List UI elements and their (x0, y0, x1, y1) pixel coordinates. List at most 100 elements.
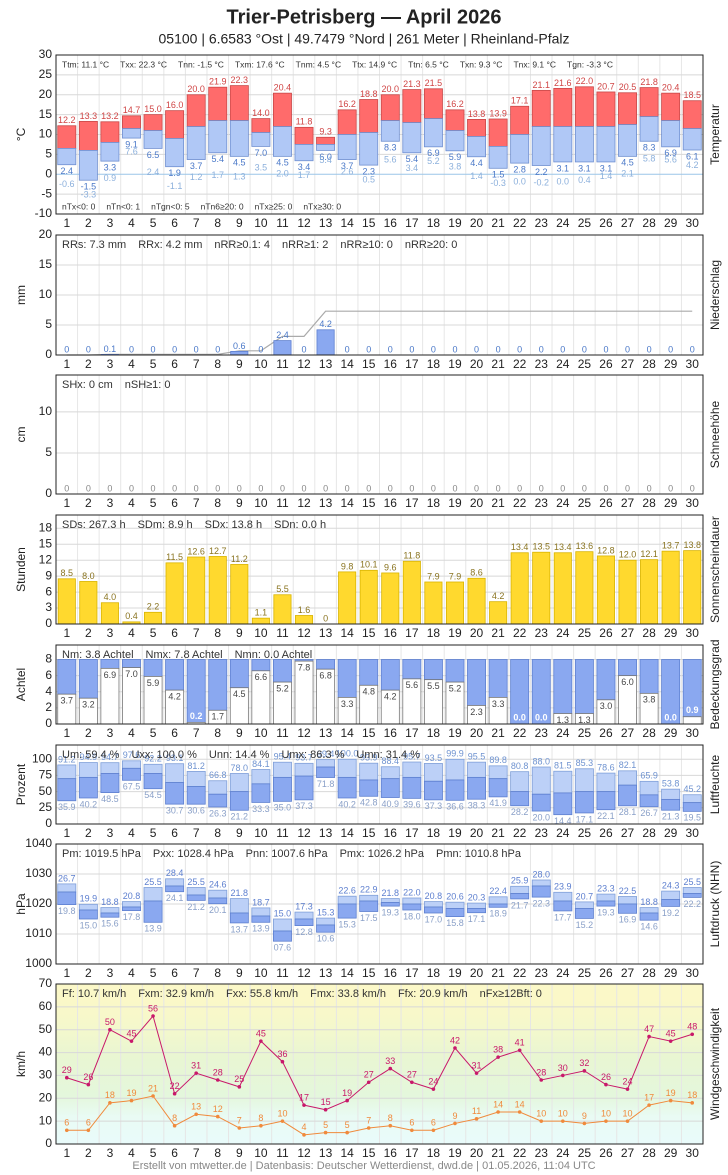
point (539, 1119, 544, 1123)
value-label: 9 (582, 1111, 587, 1121)
stat: nTx≥25: 0 (255, 201, 293, 211)
high-label: 20.7 (576, 891, 594, 901)
x-tick-label: 6 (171, 357, 178, 371)
lower-bar (208, 793, 228, 808)
high-label: 21.6 (554, 78, 572, 88)
low-label: 18.0 (403, 911, 421, 921)
stat: Nm: 3.8 Achtel (62, 649, 134, 661)
x-tick-label: 12 (297, 726, 311, 740)
x-tick-label: 2 (85, 826, 92, 840)
x-tick-label: 10 (254, 826, 268, 840)
lower-bar (337, 903, 357, 919)
value-label: 0 (172, 344, 177, 354)
low-label: 6.0 (319, 152, 332, 162)
high-label: 21.5 (425, 78, 443, 88)
x-tick-label: 13 (319, 726, 333, 740)
x-tick-label: 7 (193, 357, 200, 371)
x-tick-label: 26 (599, 966, 613, 980)
value-label: 50 (105, 1017, 115, 1027)
x-tick-label: 1 (63, 1146, 70, 1160)
low-label: 33.3 (252, 804, 270, 814)
x-tick-label: 30 (686, 1146, 700, 1160)
lower-bar (510, 134, 530, 164)
ground-label: 5.2 (427, 156, 440, 166)
upper-bar (78, 762, 98, 778)
point (647, 1103, 651, 1107)
value-label: 0 (345, 483, 350, 493)
high-label: 18.8 (360, 89, 378, 99)
upper-bar (510, 771, 530, 793)
lower-bar (143, 130, 163, 149)
y-tick-label: 10 (39, 287, 53, 301)
ground-label: 0.9 (104, 173, 117, 183)
y-tick-label: 5 (45, 147, 52, 161)
x-tick-label: 9 (236, 216, 243, 230)
x-tick-label: 3 (107, 726, 114, 740)
value-label: 8.0 (82, 571, 95, 581)
low-label: 17.8 (123, 912, 141, 922)
upper-bar (531, 879, 551, 887)
low-label: 3.7 (190, 161, 203, 171)
value-label: 5.5 (276, 584, 289, 594)
stat: Ff: 10.7 km/h (62, 988, 126, 1000)
lower-bar (682, 128, 702, 151)
stat: Pxx: 1028.4 hPa (153, 848, 235, 860)
high-label: 93.7 (295, 753, 313, 763)
value-label: 0 (431, 483, 436, 493)
upper-bar (337, 758, 357, 778)
x-tick-label: 25 (578, 357, 592, 371)
ground-label: 1.3 (233, 171, 246, 181)
sky-bar (574, 659, 594, 714)
bar (338, 571, 357, 625)
side-label: Luftdruck (NHN) (708, 861, 722, 948)
value-label: 10 (277, 1109, 287, 1119)
low-label: 15.3 (338, 919, 356, 929)
sky-bar (251, 659, 271, 672)
value-label: 26 (601, 1072, 611, 1082)
side-label: Schneehöhe (708, 400, 722, 468)
x-tick-label: 15 (362, 966, 376, 980)
low-label: 35.9 (58, 802, 76, 812)
lower-bar (682, 802, 702, 812)
x-tick-label: 15 (362, 626, 376, 640)
value-label: 14 (493, 1099, 503, 1109)
x-tick-label: 26 (599, 357, 613, 371)
value-label: 7.9 (449, 571, 462, 581)
value-label: 4 (302, 1122, 307, 1132)
stat: Tnm: 4.5 °C (296, 59, 341, 69)
value-label: 0 (194, 483, 199, 493)
x-tick-label: 7 (193, 216, 200, 230)
lower-bar (423, 906, 443, 914)
high-label: 80.8 (511, 761, 529, 771)
x-tick-label: 27 (621, 496, 635, 510)
x-tick-label: 12 (297, 496, 311, 510)
lower-bar (229, 791, 249, 811)
upper-bar (574, 86, 594, 127)
x-tick-label: 24 (556, 216, 570, 230)
high-label: 18.8 (101, 897, 119, 907)
high-label: 22.3 (231, 75, 249, 85)
value-label: 0.9 (686, 705, 699, 715)
point (86, 1128, 91, 1133)
x-tick-label: 11 (276, 726, 289, 740)
stat: Nmn: 0.0 Achtel (235, 649, 313, 661)
x-tick-label: 14 (340, 216, 354, 230)
value-label: 0 (560, 483, 565, 493)
high-label: 18.5 (683, 90, 701, 100)
point (453, 1121, 457, 1126)
upper-bar (143, 763, 163, 774)
upper-bar (78, 903, 98, 911)
upper-bar (510, 885, 530, 894)
value-label: 0 (409, 344, 414, 354)
y-tick-label: 10 (39, 1113, 53, 1127)
point (259, 1123, 263, 1128)
y-tick-label: 6 (45, 584, 52, 598)
high-label: 21.1 (532, 80, 550, 90)
value-label: 6.0 (621, 677, 634, 687)
low-label: 13.9 (252, 924, 270, 934)
plot-frame (55, 234, 704, 356)
lower-bar (596, 126, 616, 163)
y-tick-label: 20 (39, 87, 53, 101)
stat: Pnn: 1007.6 hPa (246, 848, 329, 860)
low-label: 6.9 (664, 148, 677, 158)
